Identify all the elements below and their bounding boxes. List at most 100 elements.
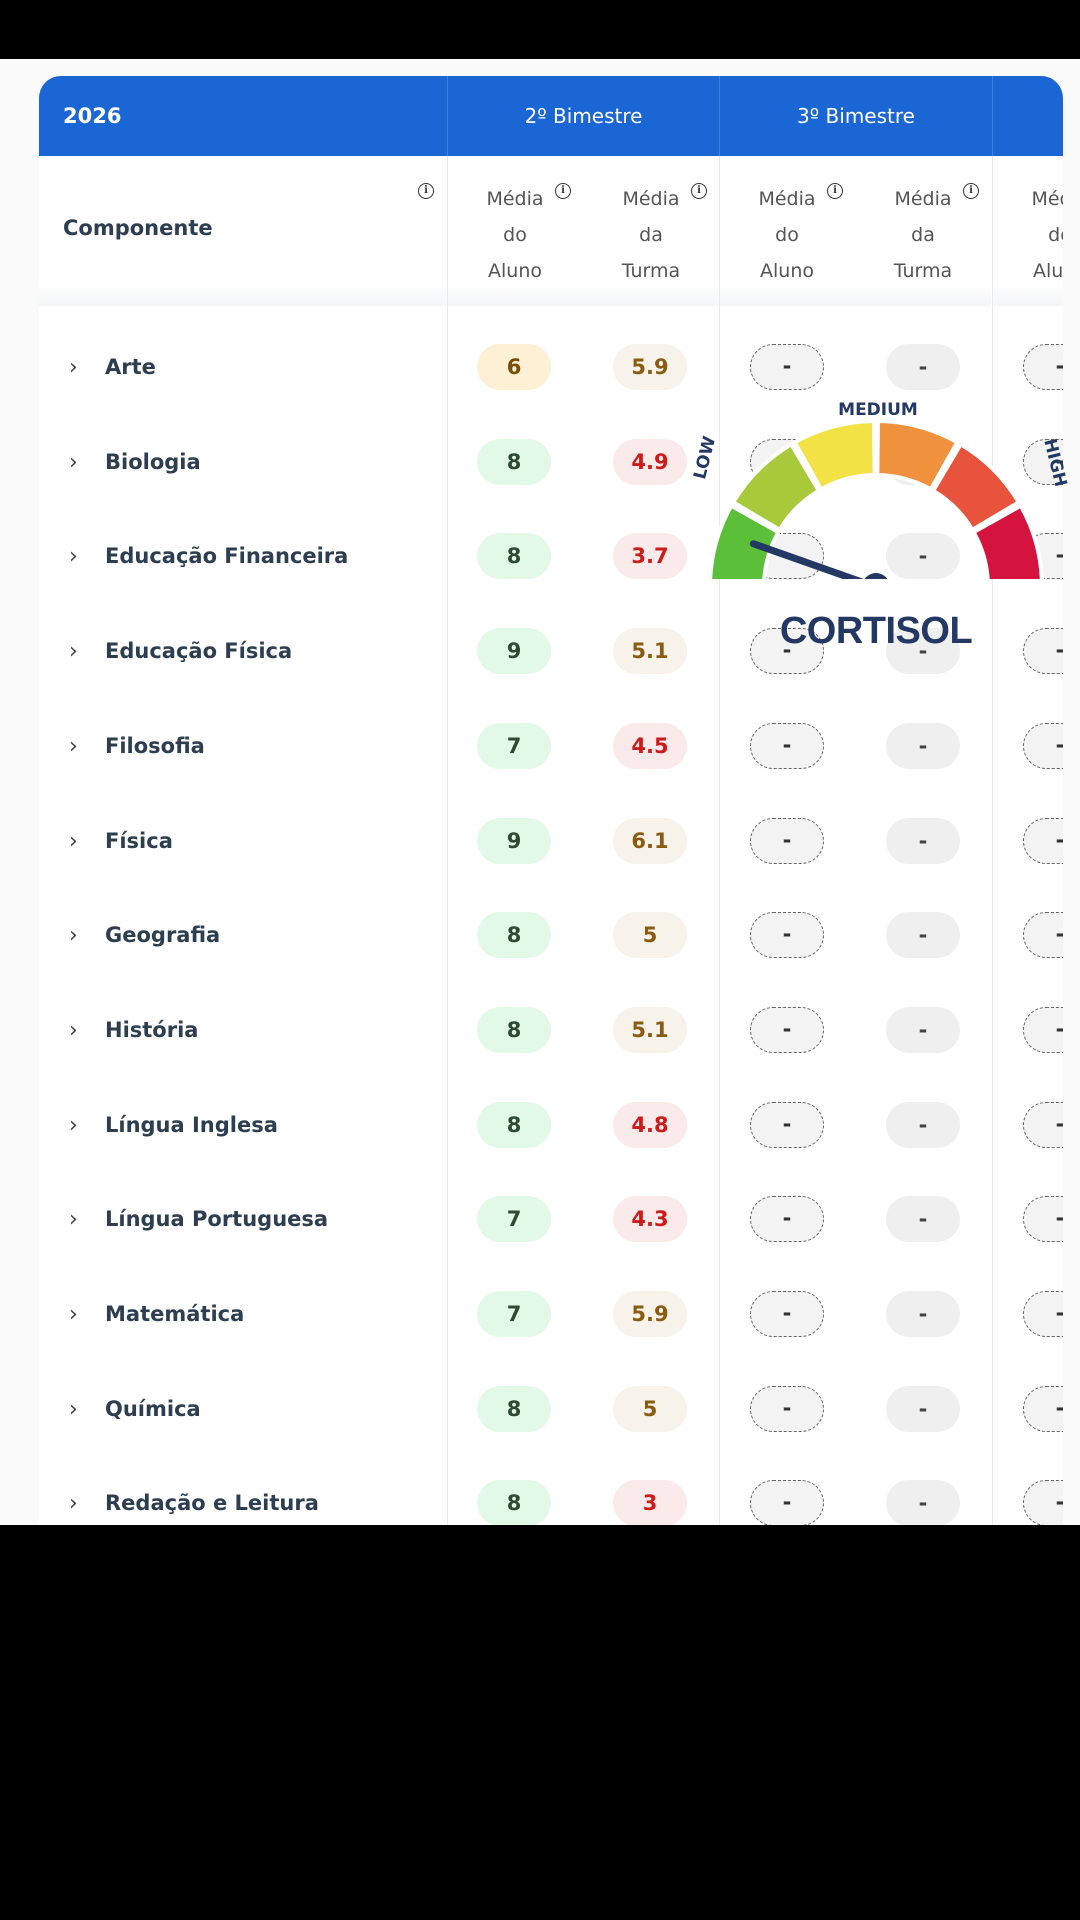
column-divider bbox=[447, 156, 448, 1525]
table-row[interactable]: › Educação Física 9 5.1 - - - bbox=[39, 604, 1063, 699]
student-average: 8 bbox=[477, 912, 551, 958]
subject-name: Arte bbox=[105, 355, 156, 379]
gauge-low-label: LOW bbox=[690, 434, 720, 481]
student-average-empty: - bbox=[1023, 344, 1063, 390]
gauge-segment bbox=[970, 503, 1044, 579]
subject-name: Química bbox=[105, 1397, 201, 1421]
table-row[interactable]: › Redação e Leitura 8 3 - - - bbox=[39, 1456, 1063, 1525]
chevron-right-icon[interactable]: › bbox=[69, 1302, 78, 1327]
chevron-right-icon[interactable]: › bbox=[69, 734, 78, 759]
student-average-empty: - bbox=[750, 628, 824, 674]
class-average: 4.9 bbox=[613, 439, 687, 485]
chevron-right-icon[interactable]: › bbox=[69, 1397, 78, 1422]
column-header-label: Média da Turma bbox=[621, 188, 681, 282]
table-row[interactable]: › Geografia 8 5 - - - bbox=[39, 888, 1063, 983]
chevron-right-icon[interactable]: › bbox=[69, 639, 78, 664]
student-average-empty: - bbox=[1023, 723, 1063, 769]
table-row[interactable]: › Química 8 5 - - - bbox=[39, 1362, 1063, 1457]
class-average-empty: - bbox=[886, 818, 960, 864]
class-average: 5 bbox=[613, 1386, 687, 1432]
chevron-right-icon[interactable]: › bbox=[69, 450, 78, 475]
class-average: 5 bbox=[613, 912, 687, 958]
class-average-empty: - bbox=[886, 1386, 960, 1432]
student-average-empty: - bbox=[1023, 912, 1063, 958]
student-average: 9 bbox=[477, 628, 551, 674]
chevron-right-icon[interactable]: › bbox=[69, 544, 78, 569]
subject-name: Língua Inglesa bbox=[105, 1113, 278, 1137]
gauge-title: CORTISOL bbox=[779, 610, 973, 652]
average-column-header: Média da Turma i bbox=[855, 156, 991, 306]
gauge-segment bbox=[730, 441, 822, 533]
chevron-right-icon[interactable]: › bbox=[69, 1018, 78, 1043]
class-average: 5.9 bbox=[613, 344, 687, 390]
class-average: 4.8 bbox=[613, 1102, 687, 1148]
period-header-3: 3º Bimestre bbox=[719, 76, 992, 156]
class-average: 5.1 bbox=[613, 628, 687, 674]
student-average: 6 bbox=[477, 344, 551, 390]
info-icon[interactable]: i bbox=[691, 183, 707, 199]
column-header-label: Média da Turma bbox=[893, 188, 953, 282]
info-icon[interactable]: i bbox=[827, 183, 843, 199]
student-average-empty: - bbox=[1023, 1196, 1063, 1242]
class-average-empty: - bbox=[886, 533, 960, 579]
student-average: 7 bbox=[477, 1196, 551, 1242]
chevron-right-icon[interactable]: › bbox=[69, 923, 78, 948]
student-average: 8 bbox=[477, 1007, 551, 1053]
student-average: 8 bbox=[477, 1386, 551, 1432]
subject-name: Filosofia bbox=[105, 734, 205, 758]
table-row[interactable]: › Arte 6 5.9 - - - bbox=[39, 320, 1063, 415]
chevron-right-icon[interactable]: › bbox=[69, 1113, 78, 1138]
class-average-empty: - bbox=[886, 628, 960, 674]
average-column-header: Média da Turma i bbox=[583, 156, 719, 306]
subject-name: Educação Financeira bbox=[105, 544, 349, 568]
subject-name: Redação e Leitura bbox=[105, 1491, 319, 1515]
student-average-empty: - bbox=[1023, 1102, 1063, 1148]
subject-name: História bbox=[105, 1018, 199, 1042]
class-average-empty: - bbox=[886, 1196, 960, 1242]
chevron-right-icon[interactable]: › bbox=[69, 1207, 78, 1232]
student-average: 7 bbox=[477, 1291, 551, 1337]
table-row[interactable]: › Língua Portuguesa 7 4.3 - - - bbox=[39, 1172, 1063, 1267]
table-row[interactable]: › Matemática 7 5.9 - - - bbox=[39, 1267, 1063, 1362]
screen-viewport: 2026 2º Bimestre 3º Bimestre Componente … bbox=[0, 59, 1080, 1525]
chevron-right-icon[interactable]: › bbox=[69, 355, 78, 380]
speedometer-gauge-icon: LOW MEDIUM HIGH bbox=[690, 400, 1070, 579]
student-average-empty: - bbox=[750, 818, 824, 864]
table-row[interactable]: › Língua Inglesa 8 4.8 - - - bbox=[39, 1078, 1063, 1173]
student-average: 8 bbox=[477, 439, 551, 485]
period-header-4 bbox=[992, 76, 1063, 156]
gauge-segment bbox=[708, 503, 782, 579]
table-row[interactable]: › História 8 5.1 - - - bbox=[39, 983, 1063, 1078]
subject-name: Matemática bbox=[105, 1302, 245, 1326]
student-average-empty: - bbox=[1023, 1480, 1063, 1525]
year-header: 2026 bbox=[39, 76, 447, 156]
info-icon[interactable]: i bbox=[963, 183, 979, 199]
class-average-empty: - bbox=[886, 723, 960, 769]
class-average: 6.1 bbox=[613, 818, 687, 864]
gauge-medium-label: MEDIUM bbox=[838, 400, 918, 420]
student-average-empty: - bbox=[750, 1480, 824, 1525]
chevron-right-icon[interactable]: › bbox=[69, 829, 78, 854]
gauge-high-label: HIGH bbox=[1039, 437, 1070, 489]
component-header-cell: Componente i bbox=[39, 156, 447, 306]
student-average-empty: - bbox=[1023, 1007, 1063, 1053]
student-average: 8 bbox=[477, 1102, 551, 1148]
class-average: 4.3 bbox=[613, 1196, 687, 1242]
cortisol-gauge: LOW MEDIUM HIGH CORTISOL bbox=[690, 329, 1070, 652]
gauge-pivot bbox=[864, 573, 888, 579]
gauge-segment bbox=[930, 441, 1022, 533]
info-icon[interactable]: i bbox=[555, 183, 571, 199]
column-divider bbox=[719, 156, 720, 1525]
info-icon[interactable]: i bbox=[418, 183, 434, 199]
table-row[interactable]: › Filosofia 7 4.5 - - - bbox=[39, 699, 1063, 794]
subject-name: Física bbox=[105, 829, 173, 853]
table-row[interactable]: › Física 9 6.1 - - - bbox=[39, 794, 1063, 889]
class-average-empty: - bbox=[886, 344, 960, 390]
column-divider bbox=[992, 156, 993, 1525]
chevron-right-icon[interactable]: › bbox=[69, 1491, 78, 1516]
